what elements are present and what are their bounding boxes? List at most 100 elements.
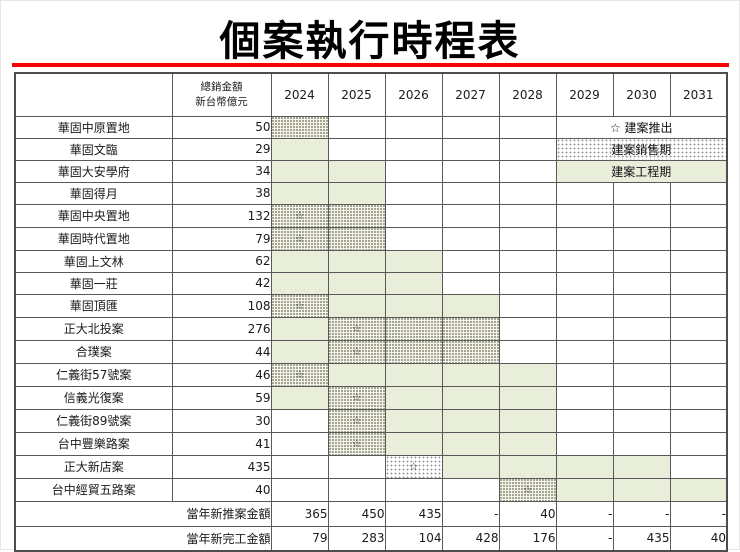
- footer-value-cell: 428: [441, 525, 500, 552]
- amount-cell: 276: [171, 316, 272, 341]
- launch-star-icon: ☆: [294, 298, 305, 312]
- gantt-cell-build: [441, 431, 500, 456]
- gantt-cell-empty: [327, 454, 386, 479]
- project-name-cell: 華固得月: [14, 181, 173, 205]
- gantt-cell-build: [498, 408, 557, 433]
- gantt-cell-build: [384, 431, 443, 456]
- gantt-cell-empty: [555, 431, 614, 456]
- amount-cell: 50: [171, 115, 272, 139]
- year-header-2028: 2028: [498, 72, 557, 117]
- footer-label-cell: 當年新完工金額: [14, 525, 272, 552]
- project-name-cell: 台中豐樂路案: [14, 431, 173, 456]
- footer-row: 當年新推案金額 365 450 435-40- - -: [14, 500, 728, 527]
- gantt-cell-empty: [327, 115, 386, 139]
- footer-row: 當年新完工金額 79 283 104 428 176-435 40: [14, 525, 728, 552]
- gantt-cell-sell: ☆: [270, 203, 329, 228]
- project-name-cell: 仁義街57號案: [14, 362, 173, 387]
- gantt-cell-sell: [327, 226, 386, 251]
- gantt-cell-build: [555, 454, 614, 479]
- gantt-cell-empty: [612, 431, 671, 456]
- gantt-cell-build: [669, 477, 728, 502]
- gantt-cell-empty: [498, 226, 557, 251]
- gantt-cell-empty: [555, 203, 614, 228]
- gantt-cell-empty: [555, 293, 614, 318]
- year-header-2031: 2031: [669, 72, 728, 117]
- gantt-cell-sell: [384, 316, 443, 341]
- gantt-cell-build: [612, 454, 671, 479]
- gantt-cell-build: [498, 431, 557, 456]
- gantt-cell-empty: [555, 385, 614, 410]
- gantt-cell-build: [327, 181, 386, 205]
- gantt-cell-empty: [555, 316, 614, 341]
- table-row: 正大新店案 435 ☆: [14, 454, 728, 479]
- corner-cell: [14, 72, 173, 117]
- footer-value-cell: 40: [669, 525, 728, 552]
- gantt-cell-empty: [498, 203, 557, 228]
- footer-label-cell: 當年新推案金額: [14, 500, 272, 527]
- page-title: 個案執行時程表: [219, 17, 521, 65]
- project-name-cell: 華固大安學府: [14, 159, 173, 183]
- project-name-cell: 華固中央置地: [14, 203, 173, 228]
- project-name-cell: 華固時代置地: [14, 226, 173, 251]
- project-name-cell: 正大北投案: [14, 316, 173, 341]
- gantt-cell-sell: ☆: [327, 316, 386, 341]
- gantt-cell-empty: [384, 226, 443, 251]
- table-footer: 當年新推案金額 365 450 435-40- - - 當年新完工金額 79 283 104 428…: [14, 500, 728, 552]
- launch-star-icon: ☆: [351, 413, 362, 427]
- gantt-cell-empty: [612, 385, 671, 410]
- gantt-cell-empty: [555, 362, 614, 387]
- table-header: 總銷金額 新台幣億元 2024 2025 2026 2027 2028 2029 2030 203…: [14, 72, 728, 117]
- footer-value-cell: -: [612, 500, 671, 527]
- gantt-cell-empty: [555, 181, 614, 205]
- footer-value-cell: -: [669, 500, 728, 527]
- footer-value-cell: -: [555, 525, 614, 552]
- gantt-cell-build: [384, 385, 443, 410]
- gantt-cell-sell: ☆: [498, 477, 557, 502]
- gantt-cell-empty: [669, 226, 728, 251]
- footer-value-cell: 40: [498, 500, 557, 527]
- gantt-cell-empty: [384, 203, 443, 228]
- gantt-cell-empty: [498, 293, 557, 318]
- launch-star-icon: ☆: [294, 231, 305, 245]
- launch-star-icon: ☆: [522, 482, 533, 496]
- table-row: 華固頂匯 108 ☆: [14, 293, 728, 318]
- gantt-cell-build: [327, 249, 386, 273]
- gantt-cell-empty: [384, 181, 443, 205]
- gantt-cell-empty: [669, 293, 728, 318]
- amount-cell: 38: [171, 181, 272, 205]
- gantt-cell-empty: [612, 408, 671, 433]
- gantt-cell-build: [555, 477, 614, 502]
- gantt-cell-empty: [327, 477, 386, 502]
- title-underline: [12, 63, 729, 67]
- launch-star-icon: ☆: [351, 390, 362, 404]
- gantt-cell-build: [612, 477, 671, 502]
- amount-cell: 40: [171, 477, 272, 502]
- year-header-2030: 2030: [612, 72, 671, 117]
- footer-value-cell: 104: [384, 525, 443, 552]
- project-name-cell: 合璞案: [14, 339, 173, 364]
- amount-cell: 29: [171, 137, 272, 161]
- year-header-2027: 2027: [441, 72, 500, 117]
- footer-value-cell: 365: [270, 500, 329, 527]
- gantt-cell-empty: [327, 137, 386, 161]
- table-row: 華固上文林 62: [14, 249, 728, 273]
- gantt-cell-empty: [669, 408, 728, 433]
- gantt-cell-empty: [555, 249, 614, 273]
- table-row: 合璞案 44 ☆: [14, 339, 728, 364]
- gantt-cell-empty: [612, 316, 671, 341]
- gantt-cell-build: [384, 408, 443, 433]
- project-name-cell: 華固中原置地: [14, 115, 173, 139]
- amount-cell: 79: [171, 226, 272, 251]
- gantt-cell-empty: [612, 362, 671, 387]
- gantt-cell-empty: [498, 181, 557, 205]
- legend-sales-period: 建案銷售期: [555, 137, 728, 161]
- gantt-cell-empty: [498, 137, 557, 161]
- footer-value-cell: 435: [612, 525, 671, 552]
- gantt-cell-empty: [384, 137, 443, 161]
- gantt-cell-build: [498, 454, 557, 479]
- footer-value-cell: -: [441, 500, 500, 527]
- gantt-cell-build: [270, 159, 329, 183]
- gantt-cell-empty: [669, 203, 728, 228]
- project-name-cell: 華固上文林: [14, 249, 173, 273]
- legend-construction-period: 建案工程期: [555, 159, 728, 183]
